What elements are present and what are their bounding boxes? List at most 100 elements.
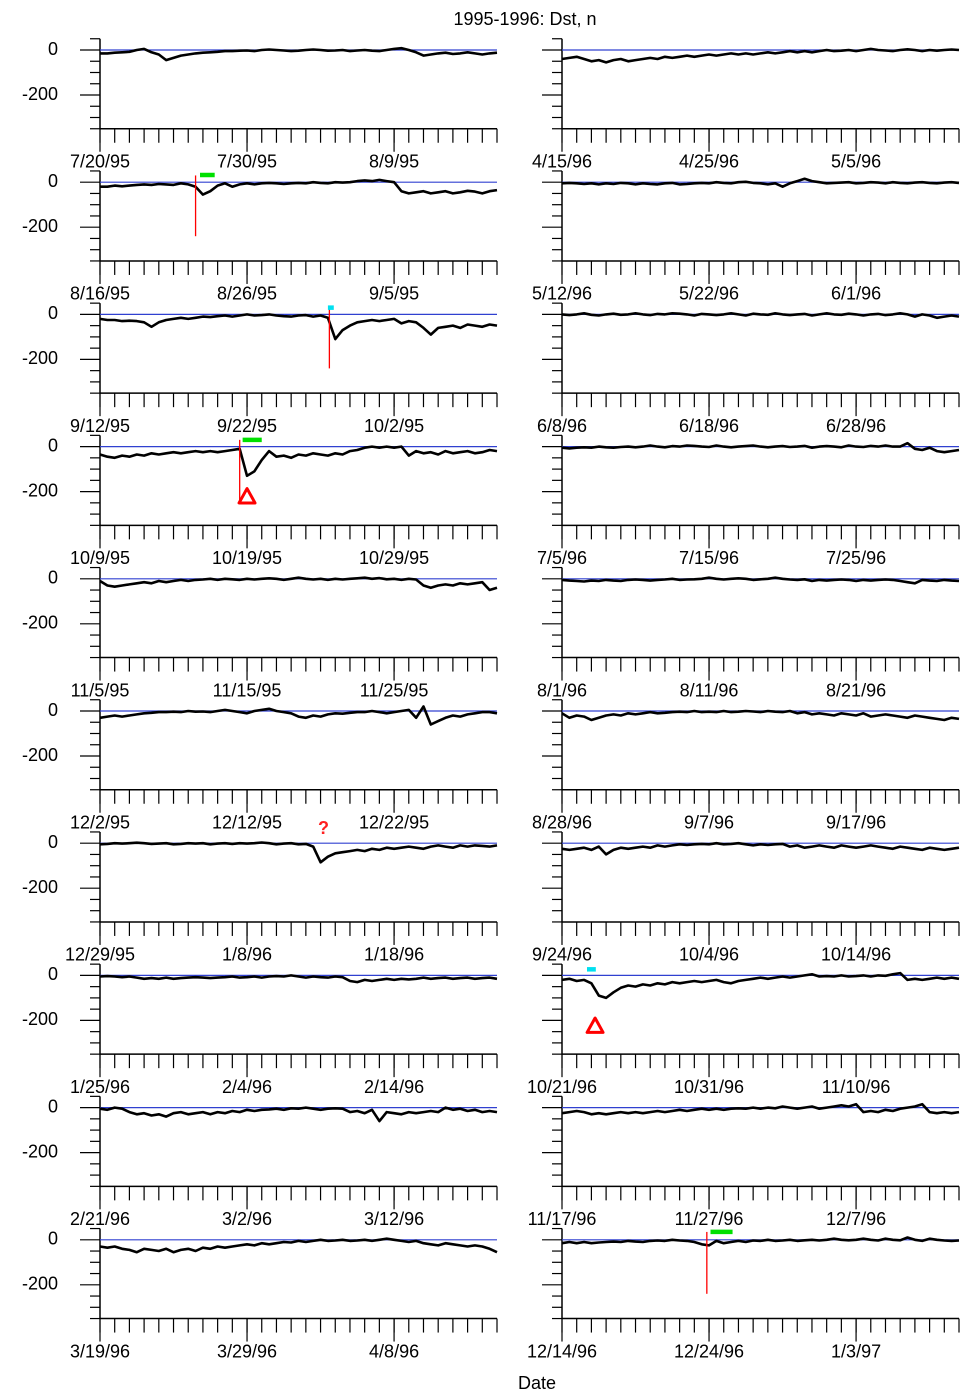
dst-line (561, 576, 960, 585)
x-tick-label: 5/12/96 (532, 284, 592, 304)
dst-line (561, 709, 960, 722)
chart-title: 1995-1996: Dst, n (453, 9, 596, 29)
x-tick-label: 10/4/96 (679, 945, 739, 965)
dst-line (99, 1106, 498, 1123)
y-tick-label: -200 (22, 84, 58, 104)
x-tick-label: 7/15/96 (679, 548, 739, 568)
x-tick-label: 1/25/96 (70, 1077, 130, 1097)
dst-line (561, 441, 960, 454)
x-tick-label: 11/10/96 (822, 1077, 891, 1097)
y-tick-label: -200 (22, 877, 58, 897)
dst-line (561, 312, 960, 320)
x-tick-label: 12/29/95 (65, 945, 135, 965)
x-tick-label: 10/21/96 (527, 1077, 597, 1097)
dst-line (100, 46, 498, 62)
x-tick-label: 5/5/96 (831, 152, 881, 172)
x-tick-label: 12/12/95 (212, 813, 282, 833)
x-tick-label: 11/5/95 (71, 680, 130, 700)
y-tick-label: -200 (22, 1274, 58, 1294)
x-tick-label: 3/19/96 (70, 1341, 130, 1361)
x-tick-label: 7/5/96 (537, 548, 587, 568)
x-tick-label: 3/2/96 (222, 1209, 272, 1229)
y-tick-label: -200 (22, 480, 58, 500)
x-tick-label: 10/9/95 (70, 548, 130, 568)
x-tick-label: 12/14/96 (527, 1341, 597, 1361)
x-tick-label: 11/15/95 (213, 680, 282, 700)
dst-line (561, 177, 960, 188)
x-tick-label: 6/28/96 (826, 416, 886, 436)
x-tick-label: 11/27/96 (675, 1209, 744, 1229)
event-note: ? (318, 818, 329, 838)
x-tick-label: 3/29/96 (217, 1341, 277, 1361)
dst-line (100, 178, 498, 196)
y-tick-label: 0 (48, 700, 58, 720)
x-tick-label: 5/22/96 (679, 284, 739, 304)
y-tick-label: 0 (48, 1096, 58, 1116)
dst-line (99, 1237, 498, 1254)
event-triangle (237, 487, 257, 505)
x-tick-label: 1/18/96 (364, 945, 424, 965)
y-tick-label: -200 (22, 348, 58, 368)
dst-line (99, 841, 498, 864)
x-tick-label: 12/2/95 (70, 813, 130, 833)
x-tick-label: 8/1/96 (537, 680, 587, 700)
dst-line (99, 313, 498, 341)
x-axis-title: Date (518, 1373, 556, 1393)
dst-line (561, 1102, 960, 1116)
dst-line (561, 841, 960, 856)
dst-line (99, 445, 498, 478)
y-tick-label: -200 (22, 1141, 58, 1161)
x-tick-label: 10/31/96 (674, 1077, 744, 1097)
x-tick-label: 7/20/95 (70, 152, 130, 172)
y-tick-label: -200 (22, 613, 58, 633)
x-tick-label: 9/5/95 (369, 284, 419, 304)
x-tick-label: 7/25/96 (826, 548, 886, 568)
event-triangle (585, 1016, 605, 1034)
y-tick-label: -200 (22, 216, 58, 236)
x-tick-label: 10/19/95 (212, 548, 282, 568)
dst-line (99, 974, 498, 984)
dst-line (561, 1236, 960, 1247)
x-tick-label: 8/26/95 (217, 284, 277, 304)
x-tick-label: 9/22/95 (217, 416, 277, 436)
y-tick-label: 0 (48, 1229, 58, 1249)
dst-line (561, 47, 960, 64)
x-tick-label: 11/25/95 (360, 680, 429, 700)
y-tick-label: -200 (22, 745, 58, 765)
x-tick-label: 8/28/96 (532, 813, 592, 833)
dst-line (561, 971, 960, 1000)
x-tick-label: 12/22/95 (359, 813, 429, 833)
x-tick-label: 12/7/96 (826, 1209, 886, 1229)
x-tick-label: 8/16/95 (70, 284, 130, 304)
x-tick-label: 6/18/96 (679, 416, 739, 436)
x-tick-label: 9/17/96 (826, 813, 886, 833)
x-tick-label: 9/7/96 (684, 813, 734, 833)
x-tick-label: 6/8/96 (537, 416, 587, 436)
x-tick-label: 4/8/96 (369, 1341, 419, 1361)
x-tick-label: 1/8/96 (222, 945, 272, 965)
dst-line (99, 576, 498, 592)
y-tick-label: 0 (48, 39, 58, 59)
x-tick-label: 11/17/96 (528, 1209, 597, 1229)
x-tick-label: 1/3/97 (831, 1341, 881, 1361)
x-tick-label: 4/25/96 (679, 152, 739, 172)
y-tick-label: -200 (22, 1009, 58, 1029)
x-tick-label: 10/14/96 (821, 945, 891, 965)
x-tick-label: 10/29/95 (359, 548, 429, 568)
x-tick-label: 10/2/95 (364, 416, 424, 436)
x-tick-label: 8/21/96 (826, 680, 886, 700)
y-tick-label: 0 (48, 568, 58, 588)
y-tick-label: 0 (48, 832, 58, 852)
x-tick-label: 8/9/95 (369, 152, 419, 172)
x-tick-label: 2/4/96 (222, 1077, 272, 1097)
x-tick-label: 4/15/96 (532, 152, 592, 172)
x-tick-label: 9/24/96 (532, 945, 592, 965)
x-tick-label: 7/30/95 (217, 152, 277, 172)
y-tick-label: 0 (48, 171, 58, 191)
y-tick-label: 0 (48, 435, 58, 455)
dst-line (99, 705, 498, 726)
x-tick-label: 3/12/96 (364, 1209, 424, 1229)
y-tick-label: 0 (48, 964, 58, 984)
